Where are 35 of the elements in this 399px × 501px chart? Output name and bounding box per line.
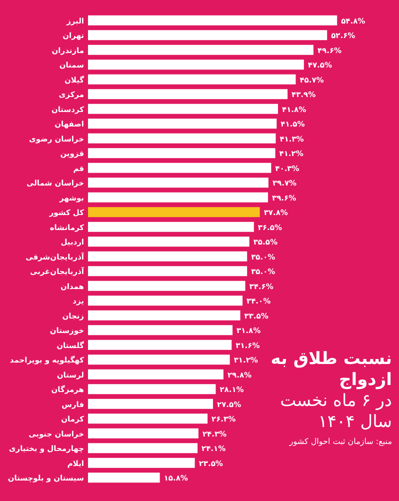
bar xyxy=(88,458,195,468)
bar xyxy=(88,104,278,114)
bar xyxy=(88,384,216,394)
bar xyxy=(88,133,276,144)
bar xyxy=(88,428,198,438)
text: نسبت طلاق به ازدواج xyxy=(270,349,392,390)
bar xyxy=(88,30,328,40)
bar xyxy=(88,354,230,365)
text: در ۶ ماه نخست سال ۱۴۰۴ xyxy=(280,391,392,432)
annotation: منبع: سازمان ثبت احوال کشور xyxy=(288,437,392,446)
bar xyxy=(88,44,314,55)
bar xyxy=(88,251,248,262)
bar xyxy=(88,118,277,129)
bar xyxy=(88,148,276,158)
bar xyxy=(88,398,213,409)
bar xyxy=(88,207,260,218)
bar xyxy=(88,472,160,483)
bar xyxy=(88,443,198,454)
bar xyxy=(88,60,304,70)
bar xyxy=(88,414,208,424)
bar xyxy=(88,89,288,100)
bar xyxy=(88,280,246,291)
bar xyxy=(88,340,232,350)
bar xyxy=(88,325,233,336)
bar xyxy=(88,178,268,188)
bar xyxy=(88,369,224,380)
bar xyxy=(88,222,254,232)
bar xyxy=(88,192,268,202)
bar xyxy=(88,296,243,306)
bar xyxy=(88,310,240,320)
bar xyxy=(88,266,248,276)
bar xyxy=(88,236,250,247)
bar xyxy=(88,162,272,173)
bar xyxy=(88,74,296,84)
bar xyxy=(88,15,338,26)
